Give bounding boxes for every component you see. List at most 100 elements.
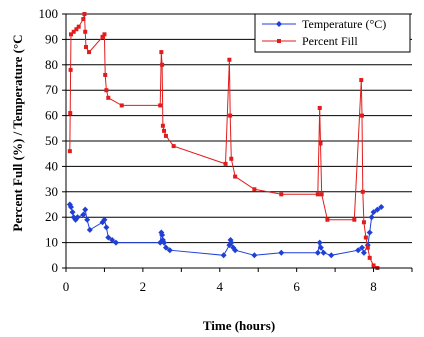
series-line — [69, 204, 382, 256]
y-tick-label: 80 — [45, 57, 58, 72]
data-point — [355, 247, 362, 254]
data-point — [119, 103, 124, 108]
data-point — [360, 249, 367, 256]
legend-box — [254, 13, 411, 53]
data-point — [359, 244, 366, 251]
legend-item-percent-fill: Percent Fill — [262, 34, 358, 48]
data-point — [371, 263, 376, 268]
data-point — [251, 252, 258, 259]
series-percent-fill — [67, 12, 380, 270]
legend-label: Percent Fill — [302, 34, 358, 48]
data-point — [74, 214, 81, 221]
data-point — [160, 123, 165, 128]
x-tick-label: 0 — [63, 279, 70, 294]
legend: Temperature (°C) Percent Fill — [254, 13, 411, 53]
y-tick-label: 10 — [45, 235, 58, 250]
axes — [62, 13, 413, 272]
y-tick-label: 70 — [45, 82, 58, 97]
data-point — [81, 17, 86, 22]
x-axis-title: Time (hours) — [203, 318, 275, 333]
data-point — [74, 27, 79, 32]
data-point — [112, 239, 119, 246]
data-point — [80, 211, 87, 218]
data-point — [109, 237, 116, 244]
data-point — [69, 209, 76, 216]
data-point — [82, 12, 87, 16]
legend-item-temperature: Temperature (°C) — [262, 17, 386, 31]
data-point — [161, 239, 168, 246]
data-point — [86, 226, 93, 233]
legend-diamond-marker — [276, 21, 282, 27]
data-point — [67, 204, 74, 211]
data-point — [361, 220, 366, 225]
data-point — [316, 239, 323, 246]
data-point — [228, 239, 235, 246]
data-point — [158, 103, 163, 108]
data-point — [366, 229, 373, 236]
data-point — [279, 192, 284, 197]
data-point — [252, 187, 257, 192]
y-axis-title: Percent Full (%) / Temperature (°C — [10, 34, 25, 231]
data-point — [160, 62, 165, 67]
data-point — [220, 252, 227, 259]
y-tick-label: 0 — [52, 260, 59, 275]
data-point — [83, 45, 88, 50]
data-point — [71, 29, 76, 34]
x-tick-label: 4 — [217, 279, 224, 294]
y-tick-label: 20 — [45, 209, 58, 224]
data-point — [363, 235, 368, 240]
data-point — [319, 192, 324, 197]
data-point — [352, 217, 357, 222]
data-point — [68, 111, 73, 116]
data-point — [278, 249, 285, 256]
y-tick-label: 30 — [45, 184, 58, 199]
data-point — [367, 255, 372, 260]
data-point — [106, 95, 111, 100]
data-point — [315, 192, 320, 197]
y-tick-label: 100 — [39, 6, 59, 21]
data-point — [317, 105, 322, 110]
data-point — [374, 206, 381, 213]
x-tick-label: 8 — [370, 279, 377, 294]
data-point — [82, 206, 89, 213]
data-point — [359, 78, 364, 83]
data-point — [166, 247, 173, 254]
data-point — [360, 113, 365, 118]
data-point — [104, 88, 109, 93]
data-point — [101, 216, 108, 223]
data-point — [162, 244, 169, 251]
data-point — [67, 149, 72, 154]
data-point — [102, 32, 107, 37]
y-tick-label: 60 — [45, 108, 58, 123]
tick-labels: 0 10 20 30 40 50 60 70 80 90 100 0 2 4 6 8 — [39, 6, 377, 294]
data-point — [87, 50, 92, 55]
data-point — [68, 67, 73, 72]
data-point — [103, 72, 108, 77]
x-tick-label: 6 — [293, 279, 300, 294]
data-point — [314, 249, 321, 256]
data-point — [159, 231, 166, 238]
x-tick-label: 2 — [140, 279, 147, 294]
data-point — [163, 133, 168, 138]
y-tick-label: 90 — [45, 31, 58, 46]
data-point — [370, 209, 377, 216]
data-point — [171, 144, 176, 149]
data-point — [360, 189, 365, 194]
data-point — [228, 113, 233, 118]
data-point — [84, 216, 91, 223]
series-layer — [66, 12, 385, 270]
data-point — [105, 234, 112, 241]
data-point — [223, 161, 228, 166]
series-temperature — [66, 201, 385, 259]
data-point — [368, 214, 375, 221]
data-point — [233, 174, 238, 179]
data-point — [76, 24, 81, 29]
y-tick-label: 50 — [45, 133, 58, 148]
legend-label: Temperature (°C) — [302, 17, 386, 31]
data-point — [325, 217, 330, 222]
data-point — [100, 34, 105, 39]
legend-square-marker — [277, 39, 281, 43]
data-point — [378, 204, 385, 211]
data-point — [159, 50, 164, 55]
